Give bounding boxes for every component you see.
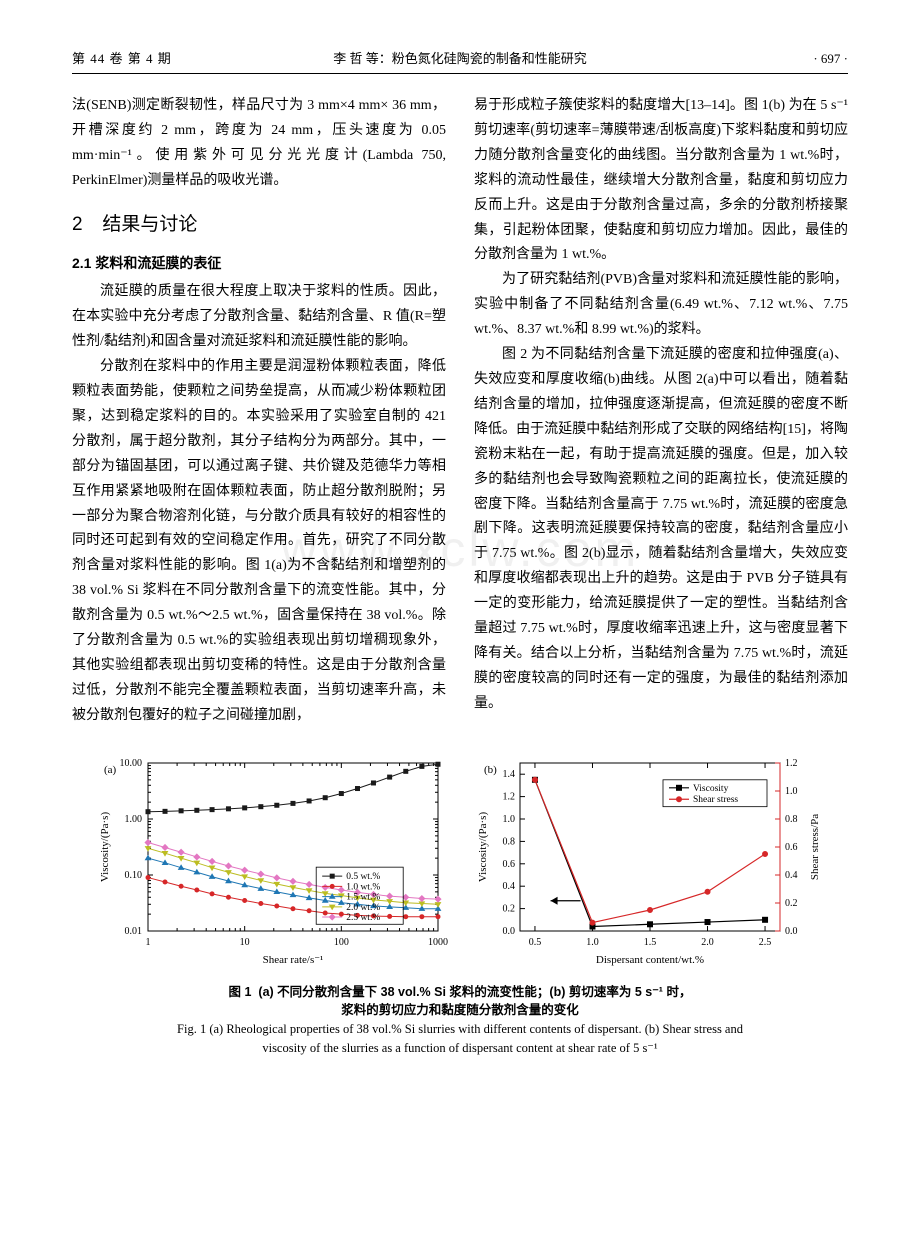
svg-text:0.2: 0.2	[503, 903, 516, 914]
svg-text:Viscosity: Viscosity	[693, 783, 729, 793]
svg-text:1.0 wt.%: 1.0 wt.%	[346, 882, 380, 892]
para-2-1-dispersant: 分散剂在浆料中的作用主要是润湿粉体颗粒表面，降低颗粒表面势能，使颗粒之间势垒提高…	[72, 355, 446, 729]
svg-text:2.5: 2.5	[759, 937, 772, 948]
svg-text:0.10: 0.10	[125, 870, 143, 881]
para-fig2-discussion: 图 2 为不同黏结剂含量下流延膜的密度和拉伸强度(a)、失效应变和厚度收缩(b)…	[474, 343, 848, 717]
header-title: 李 哲 等：粉色氮化硅陶瓷的制备和性能研究	[212, 48, 708, 67]
caption-cn-1: (a) 不同分散剂含量下 38 vol.% Si 浆料的流变性能；(b) 剪切速…	[258, 985, 691, 999]
svg-text:0.8: 0.8	[785, 814, 798, 825]
figure-1-caption: 图 1 (a) 不同分散剂含量下 38 vol.% Si 浆料的流变性能；(b)…	[72, 983, 848, 1058]
svg-text:10: 10	[240, 937, 250, 948]
header-volume: 第 44 卷 第 4 期	[72, 48, 212, 67]
svg-text:2.0: 2.0	[701, 937, 714, 948]
svg-text:1000: 1000	[428, 937, 448, 948]
figure-1: 1 10 100 1000 0.01 0.10 1.00 10.00 Shear rate/s⁻…	[72, 751, 848, 1058]
svg-text:1.4: 1.4	[503, 769, 516, 780]
caption-cn-2: 浆料的剪切应力和黏度随分散剂含量的变化	[341, 1003, 579, 1017]
para-2-1-intro: 流延膜的质量在很大程度上取决于浆料的性质。因此，在本实验中充分考虑了分散剂含量、…	[72, 280, 446, 355]
svg-text:1.00: 1.00	[125, 814, 143, 825]
svg-text:Shear rate/s⁻¹: Shear rate/s⁻¹	[263, 954, 324, 966]
svg-text:Viscosity/(Pa·s): Viscosity/(Pa·s)	[99, 811, 111, 882]
svg-text:0.4: 0.4	[785, 870, 798, 881]
left-column: 法(SENB)测定断裂韧性，样品尺寸为 3 mm×4 mm× 36 mm，开槽深…	[72, 94, 446, 729]
svg-text:1: 1	[146, 937, 151, 948]
header-page-number: · 697 ·	[708, 51, 848, 67]
svg-text:0.0: 0.0	[785, 926, 798, 937]
svg-text:0.2: 0.2	[785, 898, 798, 909]
svg-text:2.5 wt.%: 2.5 wt.%	[346, 913, 380, 923]
svg-text:1.5 wt.%: 1.5 wt.%	[346, 892, 380, 902]
svg-text:1.0: 1.0	[503, 814, 516, 825]
svg-text:10.00: 10.00	[120, 758, 143, 769]
para-pvb-setup: 为了研究黏结剂(PVB)含量对浆料和流延膜性能的影响，实验中制备了不同黏结剂含量…	[474, 268, 848, 343]
section-2-num: 2	[72, 208, 102, 242]
body-columns: 法(SENB)测定断裂韧性，样品尺寸为 3 mm×4 mm× 36 mm，开槽深…	[72, 94, 848, 729]
caption-en-2: viscosity of the slurries as a function …	[262, 1041, 657, 1055]
svg-text:0.01: 0.01	[125, 926, 143, 937]
caption-bold: 图 1	[229, 985, 252, 999]
svg-text:0.8: 0.8	[503, 836, 516, 847]
svg-text:1.0: 1.0	[586, 937, 599, 948]
figure-1a-chart: 1 10 100 1000 0.01 0.10 1.00 10.00 Shear rate/s⁻…	[90, 751, 450, 971]
section-2-head: 2结果与讨论	[72, 208, 446, 242]
svg-text:0.0: 0.0	[503, 926, 516, 937]
svg-text:(a): (a)	[104, 764, 117, 776]
section-2-title: 结果与讨论	[102, 214, 197, 235]
svg-text:Viscosity/(Pa·s): Viscosity/(Pa·s)	[477, 811, 489, 882]
caption-en-1: Fig. 1 (a) Rheological properties of 38 …	[177, 1022, 743, 1036]
svg-text:Dispersant content/wt.%: Dispersant content/wt.%	[596, 954, 704, 966]
subsection-2-1: 2.1 浆料和流延膜的表征	[72, 251, 446, 276]
para-senb: 法(SENB)测定断裂韧性，样品尺寸为 3 mm×4 mm× 36 mm，开槽深…	[72, 94, 446, 194]
svg-text:2.0 wt.%: 2.0 wt.%	[346, 902, 380, 912]
svg-text:1.2: 1.2	[785, 758, 798, 769]
svg-text:0.5: 0.5	[529, 937, 542, 948]
figure-1b-chart: 0.5 1.0 1.5 2.0 2.5 0.0 0.2 0.4 0.6 0.8 1.0 1.2 1.4 0…	[470, 751, 830, 971]
svg-text:0.4: 0.4	[503, 881, 516, 892]
svg-text:(b): (b)	[484, 764, 497, 776]
svg-text:1.0: 1.0	[785, 786, 798, 797]
svg-text:1.2: 1.2	[503, 791, 516, 802]
page-header: 第 44 卷 第 4 期 李 哲 等：粉色氮化硅陶瓷的制备和性能研究 · 697…	[72, 48, 848, 74]
svg-text:0.6: 0.6	[785, 842, 798, 853]
svg-text:Shear stress: Shear stress	[693, 795, 738, 805]
svg-text:0.6: 0.6	[503, 858, 516, 869]
svg-text:100: 100	[334, 937, 349, 948]
svg-text:1.5: 1.5	[644, 937, 657, 948]
svg-text:0.5 wt.%: 0.5 wt.%	[346, 872, 380, 882]
right-column: 易于形成粒子簇使浆料的黏度增大[13–14]。图 1(b) 为在 5 s⁻¹ 剪…	[474, 94, 848, 729]
svg-text:Shear stress/Pa: Shear stress/Pa	[809, 813, 821, 879]
para-cluster: 易于形成粒子簇使浆料的黏度增大[13–14]。图 1(b) 为在 5 s⁻¹ 剪…	[474, 94, 848, 268]
